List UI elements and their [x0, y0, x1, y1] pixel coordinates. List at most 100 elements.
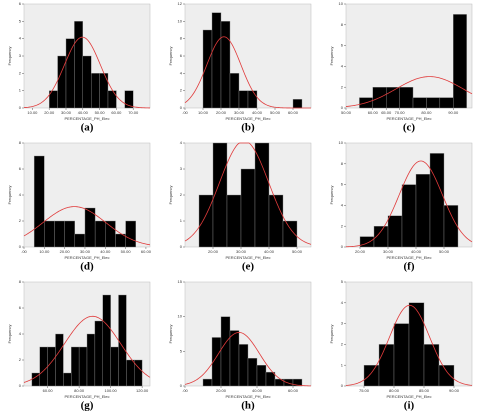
x-tick-label: 60.00	[141, 249, 152, 254]
bar	[107, 90, 117, 109]
y-axis-label: Frequency	[168, 186, 173, 205]
x-tick-label: 70.00	[395, 110, 406, 115]
y-axis-label: Frequency	[168, 325, 173, 344]
x-tick-label: 10.00	[27, 110, 38, 115]
y-tick-label: 1	[19, 88, 22, 93]
y-tick-label: 0	[19, 105, 22, 110]
bar	[71, 346, 80, 387]
y-tick-label: 6	[180, 53, 183, 58]
y-tick-label: 2	[180, 88, 183, 93]
x-axis-label: PERCENTAGE_PH_Elec	[64, 255, 109, 260]
y-tick-label: 0	[341, 383, 344, 388]
bar	[220, 316, 231, 387]
x-tick-label: 50.00	[95, 110, 106, 115]
y-axis-label: Frequency	[329, 47, 334, 66]
x-tick-label: .00	[182, 110, 188, 115]
normal-curve	[184, 332, 312, 387]
y-axis-label: Frequency	[7, 47, 12, 66]
y-tick-label: 4	[19, 192, 22, 197]
y-tick-label: 1	[180, 218, 183, 223]
bar	[94, 220, 106, 248]
y-tick-label: 3	[341, 321, 344, 326]
y-tick-label: 0	[341, 105, 344, 110]
y-axis-label: Frequency	[168, 47, 173, 66]
x-tick-label: 50.00	[439, 249, 450, 254]
x-tick-label: 20.00	[216, 388, 227, 393]
x-tick-label: 20.00	[355, 249, 366, 254]
x-tick-label: 30.00	[234, 110, 245, 115]
bar	[292, 378, 303, 387]
caption: (e)	[242, 261, 255, 273]
bar	[399, 86, 414, 109]
caption: (b)	[241, 122, 255, 134]
y-tick-label: 3	[19, 53, 22, 58]
y-tick-label: 4	[180, 70, 183, 75]
x-axis-label: PERCENTAGE_PH_Elec	[225, 394, 270, 399]
x-axis-label: PERCENTAGE_PH_Elec	[225, 116, 270, 121]
normal-curve	[184, 142, 312, 245]
y-tick-label: 6	[19, 1, 22, 6]
y-tick-label: 4	[19, 36, 22, 41]
x-axis-label: PERCENTAGE_PH_Elec	[64, 394, 109, 399]
bar	[102, 294, 111, 387]
x-tick-label: 20.00	[44, 110, 55, 115]
y-tick-label: 2	[19, 357, 22, 362]
y-tick-label: 6	[341, 182, 344, 187]
bar	[47, 346, 56, 387]
bar	[126, 359, 135, 387]
y-axis-label: Frequency	[7, 325, 12, 344]
bar	[443, 205, 459, 248]
y-tick-label: 8	[19, 279, 22, 284]
x-axis-label: PERCENTAGE_PH_Elec	[64, 116, 109, 121]
y-tick-label: 15	[178, 279, 183, 284]
x-tick-label: 40.00	[252, 110, 263, 115]
x-tick-label: 30.00	[383, 249, 394, 254]
caption: (g)	[81, 400, 94, 412]
y-tick-label: 2	[19, 70, 22, 75]
y-tick-label: 5	[341, 279, 344, 284]
y-tick-label: 5	[19, 18, 22, 23]
y-tick-label: 8	[341, 161, 344, 166]
bar	[220, 21, 231, 109]
y-tick-label: 5	[180, 348, 183, 353]
x-tick-label: 75.00	[359, 388, 370, 393]
y-tick-label: 2	[341, 223, 344, 228]
x-tick-label: 40.00	[100, 249, 111, 254]
y-tick-label: 4	[341, 202, 344, 207]
y-tick-label: 0	[180, 244, 183, 249]
bar	[65, 38, 75, 109]
bar	[202, 29, 213, 109]
bar	[229, 73, 240, 109]
bar	[247, 90, 258, 109]
y-tick-label: 0	[19, 383, 22, 388]
bar	[55, 333, 64, 387]
bar	[401, 184, 417, 248]
bar	[198, 194, 214, 248]
y-tick-label: 10	[178, 18, 183, 23]
x-axis-label: PERCENTAGE_PH_Elec	[386, 116, 431, 121]
bar	[64, 220, 76, 248]
x-tick-label: 40.00	[411, 249, 422, 254]
normal-curve	[345, 76, 473, 107]
bar	[408, 302, 425, 387]
y-tick-label: 1	[341, 362, 344, 367]
y-tick-label: 4	[341, 63, 344, 68]
bar	[256, 365, 267, 387]
bar	[63, 372, 72, 387]
bar	[438, 365, 455, 387]
y-tick-label: 2	[341, 84, 344, 89]
x-tick-label: .00	[21, 249, 27, 254]
bar	[393, 323, 410, 387]
bar	[124, 90, 134, 109]
normal-curve	[23, 36, 151, 109]
y-tick-label: 0	[19, 244, 22, 249]
x-tick-label: 10.00	[39, 249, 50, 254]
bar	[90, 73, 100, 109]
caption: (c)	[403, 122, 416, 134]
y-axis-label: Frequency	[329, 186, 334, 205]
bar	[118, 294, 127, 387]
caption: (h)	[241, 400, 255, 412]
x-tick-label: 65.00	[381, 110, 392, 115]
bar	[105, 220, 116, 248]
